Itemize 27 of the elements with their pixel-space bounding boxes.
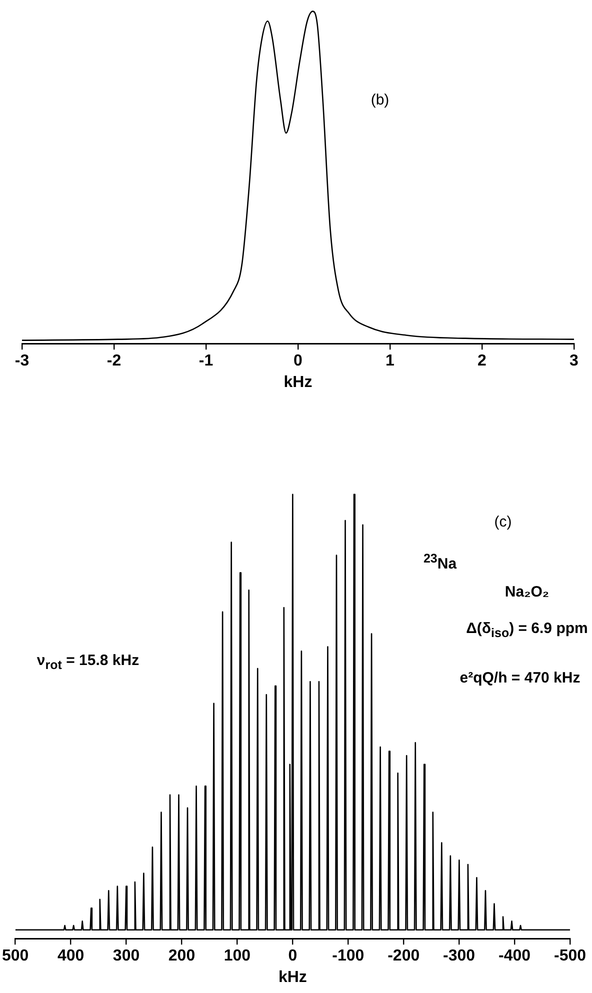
annotation: e²qQ/h = 470 kHz	[460, 670, 580, 686]
x-tick-label: -500	[554, 948, 586, 965]
x-axis-title: kHz	[278, 968, 307, 986]
x-tick-label: -300	[443, 948, 476, 965]
annotation: (c)	[494, 514, 512, 530]
x-tick-label: -100	[332, 948, 364, 965]
x-tick-label: 400	[57, 948, 84, 965]
x-tick-label: 0	[294, 352, 303, 370]
x-tick-label: -200	[388, 948, 420, 965]
x-tick-label: 1	[386, 352, 395, 370]
x-tick-label: -1	[198, 352, 214, 370]
x-axis-title: kHz	[284, 374, 312, 391]
annotation: Na₂O₂	[504, 584, 550, 600]
x-tick-label: -2	[106, 352, 122, 370]
annotation: (b)	[370, 92, 390, 108]
x-tick-label: -400	[498, 948, 531, 965]
x-tick-label: -3	[14, 352, 30, 370]
x-tick-label: 500	[2, 948, 29, 965]
x-tick-label: 100	[224, 948, 251, 965]
annotation: Δ(δ$_{iso}$) = 6.9 ppm	[466, 620, 588, 640]
x-tick-label: 0	[288, 948, 298, 965]
annotation: ν$_{rot}$ = 15.8 kHz	[36, 652, 140, 672]
x-tick-label: 3	[570, 352, 579, 370]
annotation: $^{23}$Na	[423, 552, 457, 572]
x-tick-label: 2	[478, 352, 487, 370]
x-tick-label: 300	[112, 948, 140, 965]
x-tick-label: 200	[168, 948, 196, 965]
